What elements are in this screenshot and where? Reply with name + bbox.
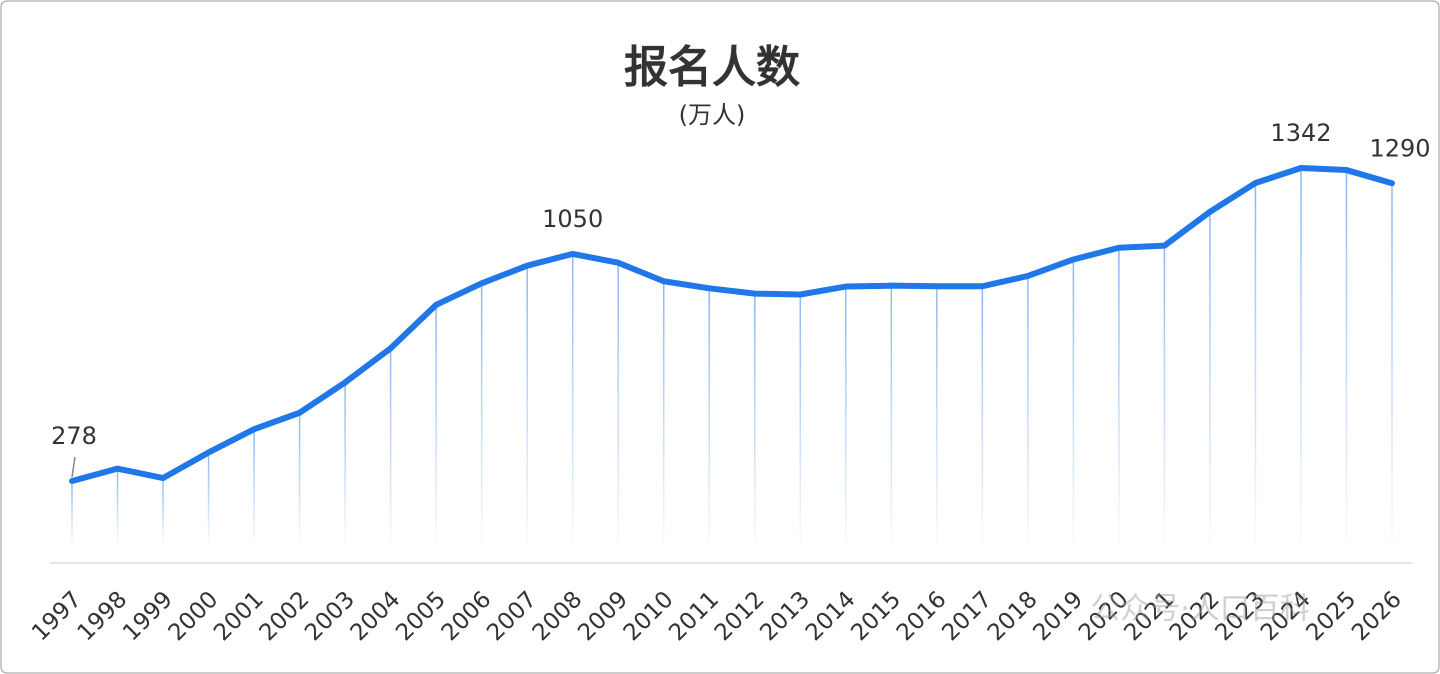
drop-line xyxy=(1254,183,1257,546)
drop-line xyxy=(1027,275,1029,545)
drop-line xyxy=(754,293,756,545)
data-label: 278 xyxy=(51,422,97,450)
drop-line xyxy=(298,412,301,545)
drop-line xyxy=(253,429,255,545)
drop-line xyxy=(708,288,710,545)
drop-line xyxy=(435,304,437,545)
drop-line xyxy=(617,262,619,545)
drop-line xyxy=(207,452,210,545)
data-label: 1290 xyxy=(1369,134,1430,162)
line xyxy=(69,165,1395,484)
watermark: 公众号·人口百科 xyxy=(1090,592,1310,627)
drop-line xyxy=(981,286,984,545)
drop-line xyxy=(480,283,483,545)
drop-line xyxy=(526,265,528,545)
chart-title: 报名人数 xyxy=(624,42,800,93)
drop-line xyxy=(71,481,73,545)
drop-line xyxy=(571,253,574,545)
drop-line xyxy=(1118,247,1120,545)
drop-line xyxy=(344,382,346,545)
drop-line xyxy=(845,286,847,545)
drop-line xyxy=(162,478,164,545)
drop-line xyxy=(1300,168,1302,545)
drop-line xyxy=(1209,211,1211,545)
drop-line xyxy=(936,286,938,545)
drop-line xyxy=(1163,245,1166,545)
drop-line xyxy=(662,281,665,545)
drop-line xyxy=(799,294,802,545)
chart-subtitle: (万人) xyxy=(679,101,746,129)
drop-line xyxy=(1345,170,1348,545)
drop-line xyxy=(1391,183,1393,545)
drop-line xyxy=(389,348,392,545)
drop-line xyxy=(890,285,893,545)
drop-line xyxy=(1072,259,1075,545)
data-label: 1342 xyxy=(1270,119,1331,147)
data-label: 1050 xyxy=(542,205,603,233)
drop-line xyxy=(116,468,119,545)
label-leader xyxy=(71,456,76,478)
